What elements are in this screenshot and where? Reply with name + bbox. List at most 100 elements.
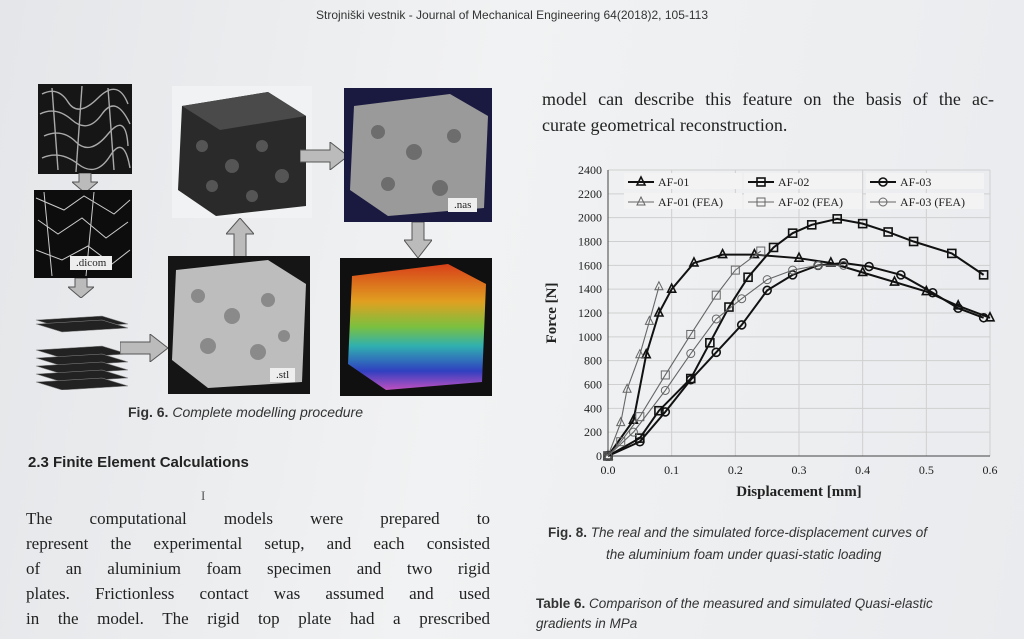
series-line [607,217,985,457]
dicom-image: .dicom [34,190,132,278]
data-point [660,370,670,380]
y-tick-label: 600 [584,378,602,392]
data-point [857,218,868,229]
data-point [688,256,700,267]
data-point [908,236,919,247]
x-tick-label: 0.0 [601,463,616,477]
data-point [787,228,798,238]
section-heading: 2.3 Finite Element Calculations [28,454,249,471]
right-body-text: model can describe this feature on the b… [542,86,994,138]
stl-mesh-image: .stl [168,256,310,394]
y-tick-label: 2200 [578,187,602,201]
chart-series [602,214,996,461]
body-line: of an aluminium foam specimen and two ri… [26,559,490,578]
data-point [806,220,817,230]
data-point [653,306,665,317]
data-point [730,265,740,275]
y-tick-label: 1800 [578,235,602,249]
dicom-label: .dicom [70,256,113,270]
series-line [607,286,660,457]
y-tick-label: 800 [584,354,602,368]
right-arrow-icon [120,334,168,362]
legend-bg [744,173,862,189]
legend-label: AF-03 [900,175,931,189]
legend-bg [624,173,742,189]
y-tick-label: 2000 [578,211,602,225]
data-point [635,175,647,186]
body-line: The computational models were prepared t… [26,509,490,528]
table-6-caption-number: Table 6. [536,596,586,611]
right-arrow-icon [300,142,348,170]
data-point [635,436,645,447]
data-point [756,177,766,187]
data-point [686,329,696,339]
x-tick-label: 0.4 [855,463,870,477]
figure-6-caption: Fig. 6. Complete modelling procedure [128,404,363,420]
data-point [635,412,645,422]
data-point [857,265,868,277]
body-line: in the model. The rigid top plate had a … [26,609,490,628]
legend-label: AF-02 (FEA) [778,195,843,209]
series-line [607,253,991,457]
legend-bg [866,173,984,189]
data-point [756,246,766,256]
y-tick-label: 1200 [578,306,602,320]
legend-label: AF-03 (FEA) [900,195,965,209]
data-point [878,177,888,187]
data-point [953,303,963,314]
up-arrow-icon [226,218,254,258]
y-tick-label: 1400 [578,282,602,296]
y-axis-label: Force [N] [544,283,560,344]
data-point [864,261,874,272]
down-arrow-icon [68,278,94,298]
data-point [622,383,632,393]
legend-bg [744,193,862,209]
y-tick-label: 2400 [578,163,602,177]
data-point [825,256,837,267]
data-point [978,270,989,280]
body-line: model can describe this feature on the b… [542,89,994,109]
figure-6-caption-number: Fig. 6. [128,404,169,420]
data-point [705,337,715,348]
data-point [883,227,893,237]
figure-6-caption-text: Complete modelling procedure [172,404,364,420]
table-6-caption-line1: Comparison of the measured and simulated… [589,596,933,611]
data-point [654,405,664,416]
journal-header: Strojniški vestnik - Journal of Mechanic… [316,8,708,22]
series-line [607,261,984,457]
legend-bg [866,193,984,209]
data-point [946,248,957,259]
data-point [616,437,626,447]
data-point [896,270,906,280]
data-point [635,348,645,359]
data-point [685,374,696,385]
data-point [711,290,721,300]
data-point [839,260,849,270]
table-6-caption-line2: gradients in MPa [536,616,638,631]
ct-scan-image [38,84,132,174]
stl-label: .stl [270,368,296,382]
y-tick-label: 400 [584,401,602,415]
left-body-text: The computational models were prepared t… [26,506,490,631]
y-tick-label: 0 [596,449,602,463]
data-point [654,280,664,291]
data-point [603,451,613,461]
data-point [768,242,779,253]
data-point [640,347,652,359]
data-point [762,275,772,285]
legend-label: AF-02 [778,175,809,189]
figure-8-caption-line1: The real and the simulated force-displac… [590,525,927,540]
x-tick-label: 0.2 [728,463,743,477]
chart-grid [607,169,991,457]
data-point [717,247,728,259]
figure-8-caption: Fig. 8. The real and the simulated force… [548,522,1008,566]
data-point [787,270,798,280]
slice-stack-image [32,298,130,390]
body-line: curate geometrical reconstruction. [542,115,788,135]
x-axis-label: Displacement [mm] [736,484,861,500]
legend-label: AF-01 [658,175,689,189]
data-point [793,251,805,262]
data-point [813,260,823,270]
data-point [666,282,677,293]
data-point [711,347,722,358]
